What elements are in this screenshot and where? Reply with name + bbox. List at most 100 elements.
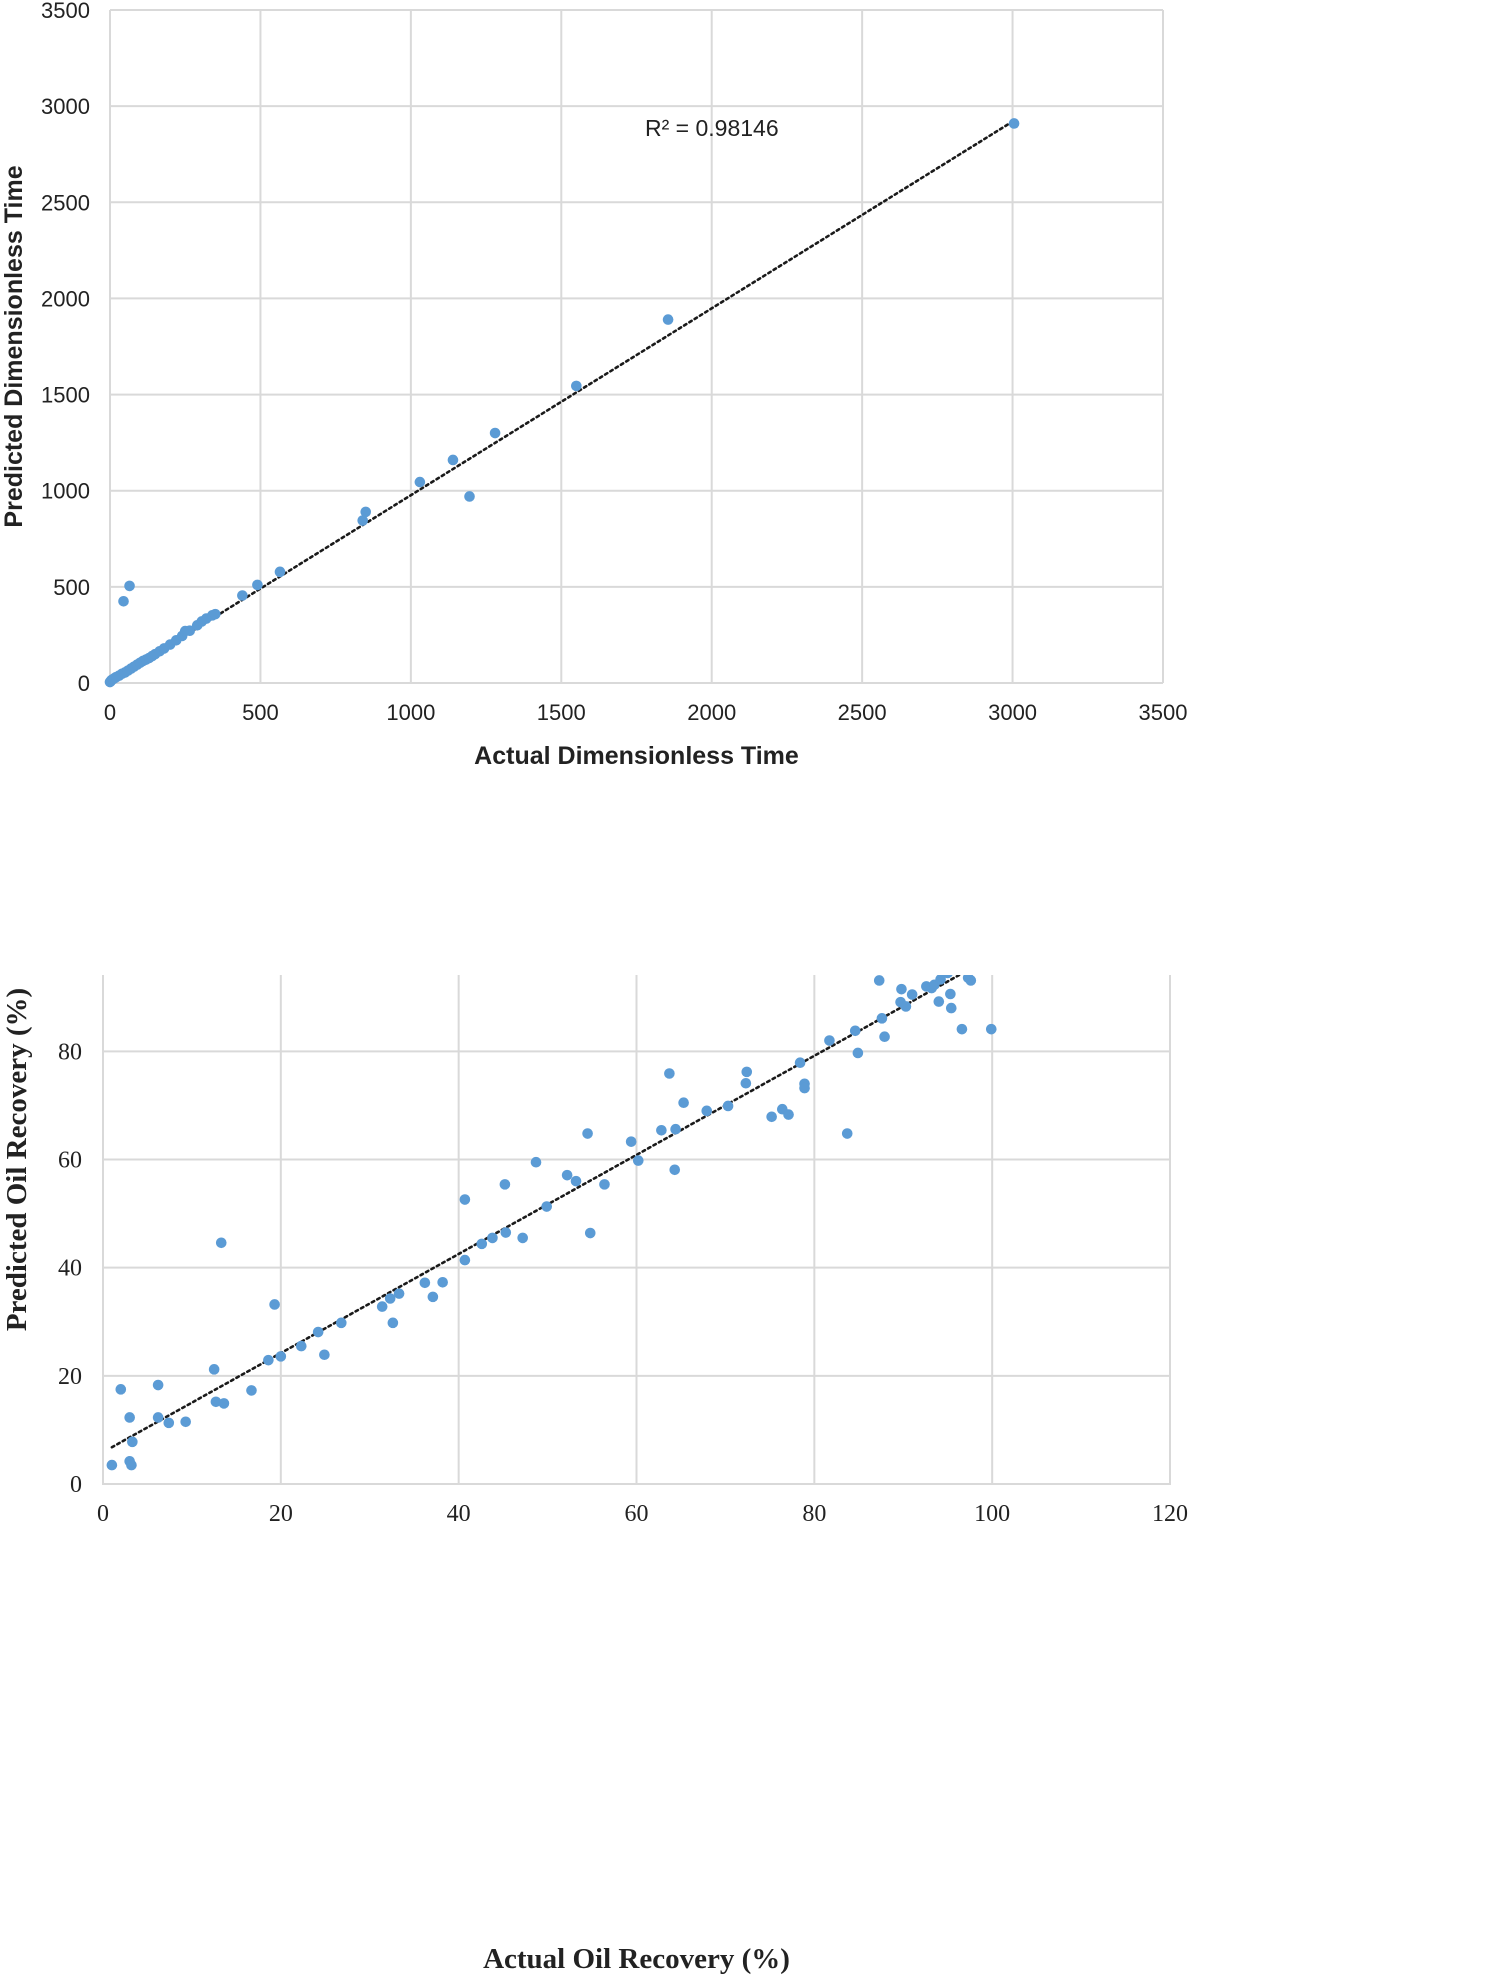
data-point <box>841 1128 853 1139</box>
data-point <box>570 1175 582 1187</box>
data-point <box>115 1384 127 1395</box>
data-point <box>106 1459 118 1471</box>
data-point <box>246 1385 257 1396</box>
data-point <box>312 1326 324 1338</box>
data-point <box>210 608 221 620</box>
y-tick-label: 2000 <box>41 286 90 311</box>
data-point <box>945 1002 957 1014</box>
y-tick-label: 1000 <box>41 479 90 504</box>
y-tick-label: 1500 <box>41 383 90 408</box>
x-axis-title: Actual Oil Recovery (%) <box>483 1943 790 1975</box>
data-point <box>360 506 372 518</box>
data-point <box>124 580 135 592</box>
scatter-plot-dimensionless-time: 0 500 1000 1500 2000 2500 3000 3500 0 500 1000 1500… <box>0 0 1188 770</box>
data-point <box>500 1227 512 1238</box>
data-point <box>896 983 907 995</box>
x-tick-label: 40 <box>447 1501 471 1527</box>
data-point <box>985 1023 997 1035</box>
plot-frame <box>102 975 1171 1485</box>
y-axis-title: Predicted Dimensionless Time <box>0 165 28 527</box>
data-point <box>722 1100 734 1112</box>
y-tick-label: 40 <box>58 1256 82 1282</box>
data-point <box>1008 118 1020 129</box>
chart-oil-recovery: 020406080100120020406080100120Actual Oil… <box>0 975 1505 1987</box>
data-point <box>215 1237 227 1249</box>
data-point <box>210 1396 222 1408</box>
data-point <box>656 1124 667 1136</box>
data-point <box>393 1288 405 1299</box>
data-point <box>184 625 196 636</box>
data-point <box>376 1301 388 1312</box>
data-point <box>275 1351 287 1362</box>
data-point <box>208 1364 220 1375</box>
data-point <box>873 975 885 986</box>
x-tick-label: 20 <box>269 1501 293 1527</box>
data-point <box>849 1025 861 1037</box>
data-point <box>766 1111 777 1123</box>
data-point <box>956 1023 968 1035</box>
data-point <box>906 989 918 1000</box>
data-point <box>584 1227 596 1239</box>
data-point <box>632 1155 644 1166</box>
data-point <box>678 1097 689 1109</box>
x-tick-label: 3000 <box>988 700 1037 725</box>
data-point <box>152 1412 164 1423</box>
y-tick-label: 0 <box>70 1472 82 1498</box>
y-tick-label: 3000 <box>41 94 90 119</box>
data-point <box>561 1169 573 1181</box>
data-point <box>252 579 263 591</box>
x-tick-label: 0 <box>97 1501 109 1527</box>
data-point <box>852 1047 864 1059</box>
data-point <box>794 1057 806 1068</box>
data-point <box>900 1001 912 1012</box>
data-point <box>670 1123 681 1135</box>
data-point <box>180 1416 191 1428</box>
x-tick-label: 0 <box>104 700 116 725</box>
x-tick-label: 3500 <box>1139 700 1188 725</box>
y-tick-label: 20 <box>58 1364 82 1390</box>
x-tick-label: 500 <box>242 700 279 725</box>
data-point <box>487 1232 498 1244</box>
data-point <box>357 515 369 526</box>
data-point <box>118 595 129 607</box>
data-point <box>126 1459 137 1471</box>
x-tick-label: 1000 <box>386 700 435 725</box>
data-point <box>945 988 956 1000</box>
data-point <box>437 1276 448 1288</box>
x-tick-label: 1500 <box>537 700 586 725</box>
x-tick-label: 2500 <box>838 700 887 725</box>
data-point <box>824 1035 835 1046</box>
data-point <box>319 1349 330 1361</box>
data-point <box>263 1354 274 1366</box>
data-point <box>741 1066 753 1078</box>
data-point <box>701 1105 713 1117</box>
x-tick-label: 2000 <box>687 700 736 725</box>
data-point <box>476 1238 488 1250</box>
data-point <box>447 454 459 466</box>
y-tick-label: 500 <box>53 575 90 600</box>
data-point <box>879 1031 890 1043</box>
data-point <box>218 1398 230 1409</box>
data-point <box>599 1179 610 1190</box>
scatter-plot-oil-recovery: 020406080100120020406080100120Actual Oil… <box>1 975 1188 1975</box>
data-point <box>295 1340 307 1352</box>
data-point <box>517 1232 528 1244</box>
data-point <box>335 1317 347 1329</box>
data-point <box>571 380 582 392</box>
data-point <box>499 1179 511 1190</box>
x-tick-label: 120 <box>1152 1501 1188 1527</box>
data-point <box>530 1156 542 1168</box>
data-point <box>269 1299 280 1310</box>
y-tick-label: 80 <box>58 1039 82 1065</box>
y-tick-label: 2500 <box>41 190 90 215</box>
data-point <box>876 1013 888 1024</box>
data-point <box>124 1412 135 1423</box>
data-point <box>414 476 426 488</box>
y-tick-label: 60 <box>58 1148 82 1174</box>
y-tick-label: 3500 <box>41 0 90 23</box>
data-point <box>387 1317 399 1329</box>
r-squared-annotation: R² = 0.98146 <box>645 115 779 141</box>
data-point <box>459 1194 471 1205</box>
data-point <box>942 975 953 979</box>
data-point <box>384 1293 396 1304</box>
